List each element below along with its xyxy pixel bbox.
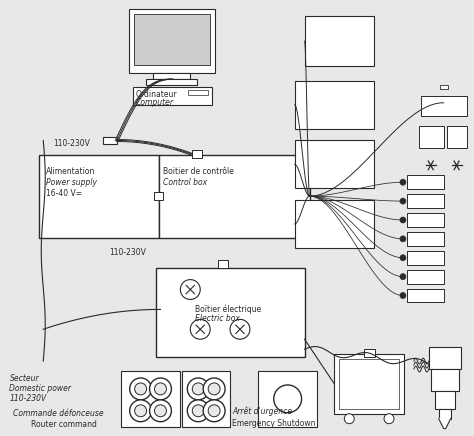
Circle shape xyxy=(130,378,152,400)
Bar xyxy=(192,150,202,158)
Circle shape xyxy=(400,217,406,223)
Text: Arrêt d'urgence: Arrêt d'urgence xyxy=(232,407,292,416)
Circle shape xyxy=(187,378,209,400)
Circle shape xyxy=(344,414,354,424)
Bar xyxy=(129,9,215,73)
Circle shape xyxy=(400,274,406,279)
Circle shape xyxy=(155,405,166,417)
Bar xyxy=(407,270,444,283)
Circle shape xyxy=(130,400,152,422)
Text: 110-230V: 110-230V xyxy=(109,248,146,257)
Bar xyxy=(364,349,375,357)
Text: Emergency Shutdown: Emergency Shutdown xyxy=(232,419,316,428)
Bar xyxy=(154,192,164,200)
Text: Boïtier électrique: Boïtier électrique xyxy=(195,304,262,314)
Bar xyxy=(334,354,404,414)
Bar xyxy=(295,81,374,129)
Circle shape xyxy=(400,198,406,204)
Bar xyxy=(218,260,228,268)
Polygon shape xyxy=(439,419,451,429)
Circle shape xyxy=(192,405,204,417)
Bar xyxy=(439,409,451,419)
Circle shape xyxy=(400,236,406,242)
Bar xyxy=(407,175,444,189)
Circle shape xyxy=(187,400,209,422)
Text: Secteur: Secteur xyxy=(9,374,39,383)
Circle shape xyxy=(400,293,406,299)
Bar xyxy=(146,79,197,85)
Bar xyxy=(407,213,444,227)
Text: Alimentation: Alimentation xyxy=(46,167,96,176)
Bar xyxy=(431,369,458,391)
Bar xyxy=(419,126,444,148)
Circle shape xyxy=(155,383,166,395)
Bar xyxy=(435,391,455,409)
Circle shape xyxy=(192,383,204,395)
Bar xyxy=(182,371,230,427)
Bar xyxy=(258,371,318,427)
Bar xyxy=(188,90,208,95)
Circle shape xyxy=(190,319,210,339)
Circle shape xyxy=(208,405,220,417)
Circle shape xyxy=(274,385,301,413)
Text: Control box: Control box xyxy=(164,178,208,187)
Bar xyxy=(429,347,461,369)
Bar xyxy=(407,251,444,265)
Circle shape xyxy=(181,279,200,300)
Circle shape xyxy=(203,400,225,422)
Bar xyxy=(421,96,466,116)
Circle shape xyxy=(384,414,394,424)
Bar xyxy=(39,155,158,238)
Circle shape xyxy=(150,378,172,400)
Bar xyxy=(121,371,181,427)
Circle shape xyxy=(150,400,172,422)
Bar xyxy=(295,200,374,248)
Bar xyxy=(407,232,444,246)
Text: Electric box: Electric box xyxy=(195,314,240,324)
Circle shape xyxy=(230,319,250,339)
Bar xyxy=(305,16,374,66)
Circle shape xyxy=(203,378,225,400)
Bar xyxy=(339,359,399,409)
Bar xyxy=(155,268,305,357)
Text: Commande défonceuse: Commande défonceuse xyxy=(13,409,104,418)
Bar xyxy=(133,87,212,105)
Text: 110-230V: 110-230V xyxy=(53,139,90,147)
Text: Ordinateur: Ordinateur xyxy=(136,90,177,99)
Text: 110-230V: 110-230V xyxy=(9,394,47,403)
Text: Power supply: Power supply xyxy=(46,178,97,187)
Circle shape xyxy=(400,179,406,185)
Text: 16-40 V=: 16-40 V= xyxy=(46,189,82,198)
Bar xyxy=(134,14,210,65)
Circle shape xyxy=(208,383,220,395)
Bar xyxy=(103,136,117,144)
Bar xyxy=(407,289,444,303)
Text: Computer: Computer xyxy=(136,98,173,107)
Circle shape xyxy=(135,405,146,417)
Bar xyxy=(295,140,374,188)
Bar xyxy=(440,85,447,89)
Circle shape xyxy=(400,255,406,261)
Text: Domestic power: Domestic power xyxy=(9,384,72,393)
Circle shape xyxy=(135,383,146,395)
Bar xyxy=(447,126,466,148)
Bar xyxy=(153,73,190,79)
Text: Boitier de contrôle: Boitier de contrôle xyxy=(164,167,234,176)
Bar xyxy=(158,155,310,238)
Bar xyxy=(407,194,444,208)
Text: Router command: Router command xyxy=(31,420,97,429)
